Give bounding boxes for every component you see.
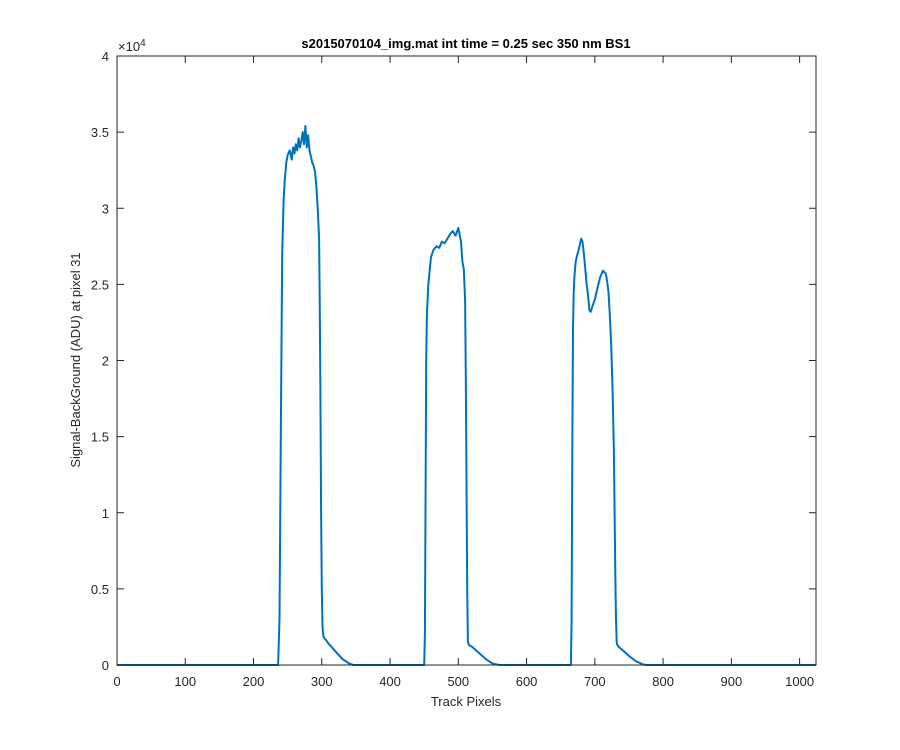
x-tick-label: 400	[379, 674, 401, 689]
x-tick-label: 600	[516, 674, 538, 689]
series-layer	[117, 125, 816, 666]
y-tick-label: 0	[102, 658, 109, 673]
y-exponent-power: 4	[140, 38, 146, 49]
y-tick-label: 4	[102, 49, 109, 64]
ticks-layer: 0 100 200 300 400 500 600 700 800 900 1000 0 0.5 1 1.5…	[91, 49, 816, 689]
chart-title: s2015070104_img.mat int time = 0.25 sec …	[301, 36, 630, 51]
y-axis-label: Signal-BackGround (ADU) at pixel 31	[68, 252, 83, 467]
x-axis-label: Track Pixels	[431, 694, 502, 709]
y-tick-label: 3.5	[91, 125, 109, 140]
y-tick-label: 1	[102, 506, 109, 521]
x-tick-label: 300	[311, 674, 333, 689]
x-tick-label: 700	[584, 674, 606, 689]
y-exponent-base: ×10	[118, 39, 140, 54]
x-tick-label: 200	[243, 674, 265, 689]
axes-box	[116, 55, 817, 666]
y-tick-label: 3	[102, 201, 109, 216]
x-tick-label: 0	[113, 674, 120, 689]
y-tick-label: 2.5	[91, 277, 109, 292]
y-tick-label: 2	[102, 354, 109, 369]
x-tick-label: 100	[174, 674, 196, 689]
x-tick-label: 900	[721, 674, 743, 689]
x-tick-label: 800	[652, 674, 674, 689]
y-exponent: ×104	[118, 38, 146, 54]
y-tick-label: 1.5	[91, 430, 109, 445]
series-line-0	[117, 125, 816, 666]
y-tick-label: 0.5	[91, 582, 109, 597]
x-tick-label: 1000	[785, 674, 814, 689]
x-tick-label: 500	[447, 674, 469, 689]
